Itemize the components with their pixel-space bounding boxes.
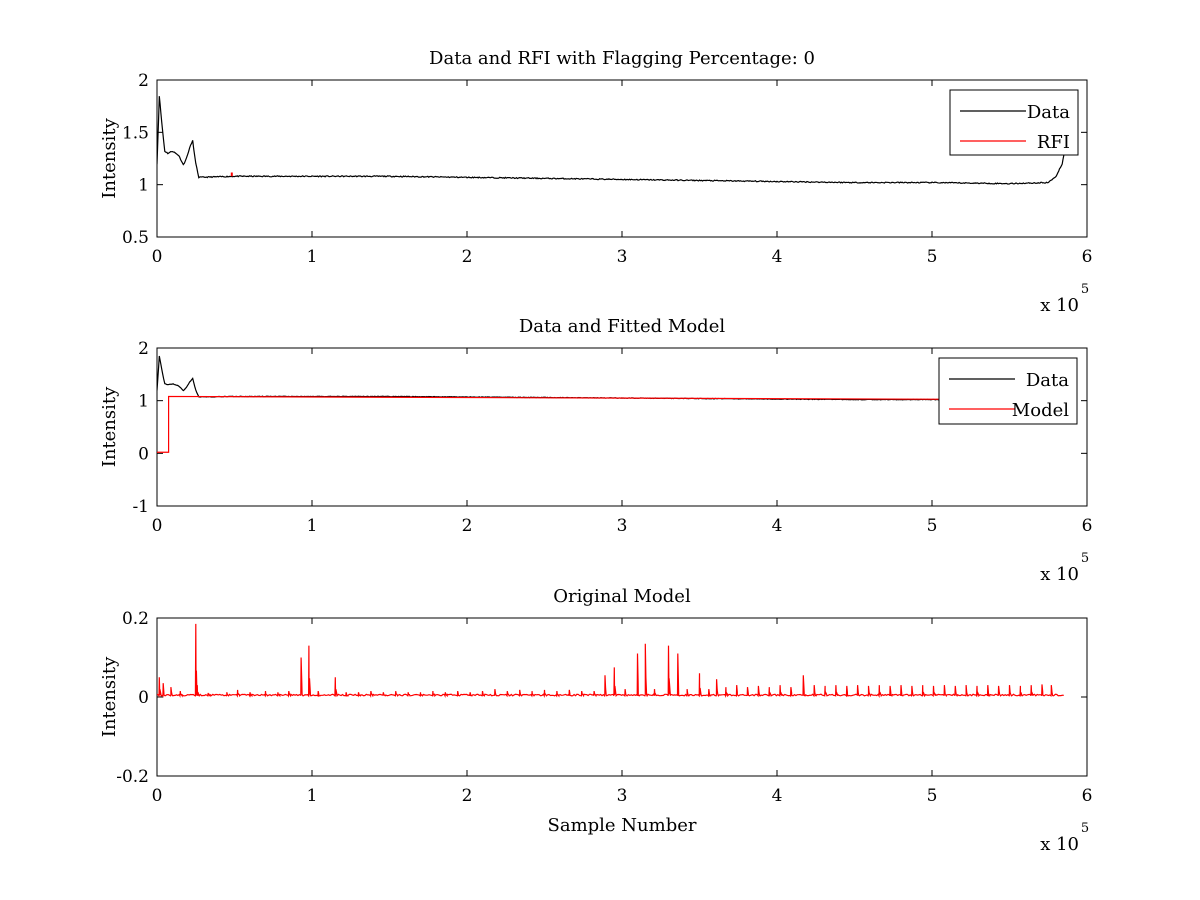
- y-tick-label: 0: [138, 688, 149, 708]
- x-tick-label: 3: [617, 516, 628, 536]
- legend-box: [949, 89, 1079, 156]
- y-axis-label: Intensity: [99, 117, 120, 198]
- y-tick-label: 1: [138, 176, 149, 196]
- series-line-rfi: [230, 172, 233, 177]
- x-tick-label: 1: [307, 516, 318, 536]
- x-tick-label: 3: [617, 786, 628, 806]
- x-tick-label: 4: [772, 247, 783, 267]
- chart-title: Data and Fitted Model: [519, 316, 725, 337]
- y-axis-label: Intensity: [99, 656, 120, 737]
- legend-label: RFI: [1037, 132, 1070, 153]
- legend-label: Data: [1027, 102, 1070, 123]
- x-tick-label: 1: [307, 786, 318, 806]
- y-tick-label: 0.2: [122, 609, 149, 629]
- plot-area: [156, 617, 1088, 777]
- series-line-data: [157, 96, 1065, 185]
- series-line-model: [157, 395, 1049, 453]
- x-tick-label: 1: [307, 247, 318, 267]
- x-multiplier-exponent: 5: [1081, 282, 1089, 297]
- legend: Data RFI: [949, 89, 1079, 156]
- x-multiplier: x 10: [1040, 834, 1079, 855]
- x-multiplier: x 10: [1040, 295, 1079, 316]
- x-multiplier-exponent: 5: [1081, 821, 1089, 836]
- x-tick-label: 0: [152, 247, 163, 267]
- x-tick-label: 5: [927, 516, 938, 536]
- y-tick-label: 1: [138, 392, 149, 412]
- y-tick-label: -1: [132, 497, 149, 517]
- y-tick-label: 1.5: [122, 123, 149, 143]
- x-tick-label: 2: [462, 516, 473, 536]
- x-tick-label: 4: [772, 516, 783, 536]
- y-axis-label: Intensity: [99, 386, 120, 467]
- x-tick-label: 0: [152, 516, 163, 536]
- x-tick-label: 6: [1082, 247, 1093, 267]
- legend-label: Model: [1012, 400, 1069, 421]
- series-group: [157, 96, 1065, 185]
- x-tick-label: 6: [1082, 786, 1093, 806]
- x-tick-label: 3: [617, 247, 628, 267]
- x-tick-label: 0: [152, 786, 163, 806]
- legend: Data Model: [938, 357, 1078, 425]
- y-tick-label: 2: [138, 339, 149, 359]
- x-tick-label: 5: [927, 786, 938, 806]
- series-group: [157, 623, 1064, 699]
- x-multiplier-exponent: 5: [1081, 551, 1089, 566]
- y-tick-label: 2: [138, 71, 149, 91]
- plot-area: [156, 79, 1088, 238]
- x-tick-label: 5: [927, 247, 938, 267]
- plot-area: [156, 347, 1088, 507]
- series-line-model: [157, 623, 1064, 699]
- x-tick-label: 2: [462, 247, 473, 267]
- legend-label: Data: [1026, 370, 1069, 391]
- y-tick-label: -0.2: [116, 767, 149, 787]
- series-group: [157, 355, 1049, 453]
- x-multiplier: x 10: [1040, 564, 1079, 585]
- x-tick-label: 2: [462, 786, 473, 806]
- legend-box: [938, 357, 1078, 425]
- chart-title: Data and RFI with Flagging Percentage: 0: [429, 48, 815, 69]
- x-tick-label: 4: [772, 786, 783, 806]
- x-axis-label: Sample Number: [548, 815, 697, 836]
- chart-title: Original Model: [553, 586, 691, 607]
- y-tick-label: 0: [138, 444, 149, 464]
- y-tick-label: 0.5: [122, 228, 149, 248]
- x-tick-label: 6: [1082, 516, 1093, 536]
